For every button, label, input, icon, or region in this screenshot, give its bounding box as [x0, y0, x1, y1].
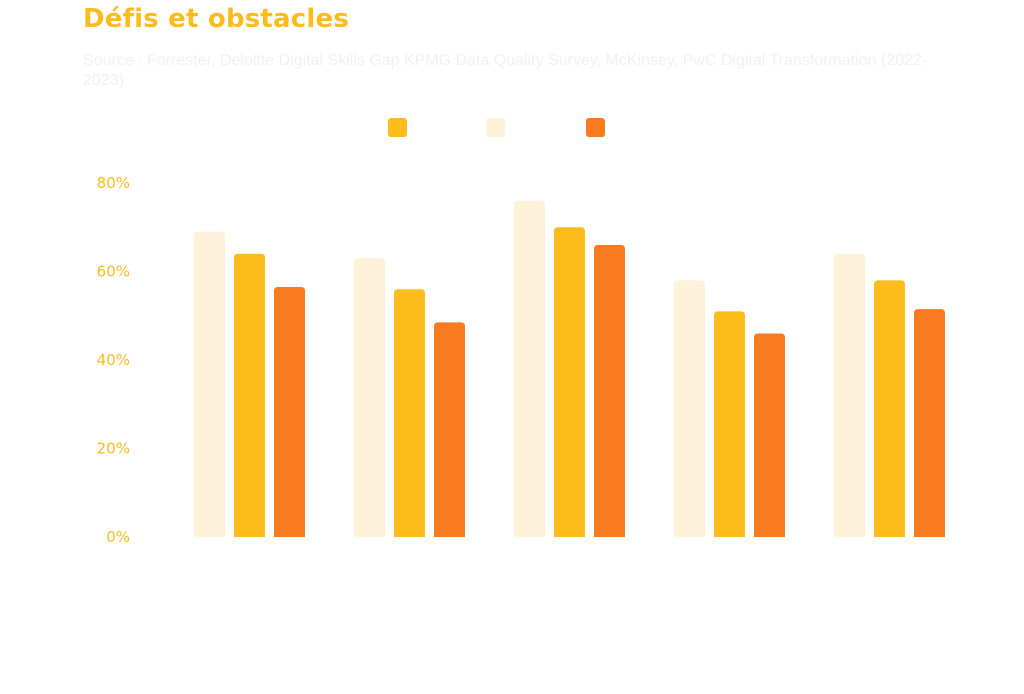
chart-title: Défis et obstacles: [83, 4, 350, 34]
bar-series-1-group-3: [514, 200, 545, 537]
chart-subtitle: Source : Forrester, Deloitte Digital Ski…: [83, 52, 928, 89]
bar-series-2-group-5: [874, 280, 905, 537]
legend-swatch-1[interactable]: [486, 118, 505, 137]
legend-swatch-3[interactable]: [586, 118, 605, 137]
bar-series-3-group-3: [594, 244, 625, 537]
bar-series-1-group-2: [354, 258, 385, 537]
y-tick-label: 0%: [106, 528, 130, 546]
bar-series-2-group-3: [554, 227, 585, 537]
bar-series-1-group-4: [674, 280, 705, 537]
bar-series-3-group-2: [434, 322, 465, 537]
bar-series-1-group-5: [834, 253, 865, 538]
bar-series-3-group-5: [914, 309, 945, 537]
bar-series-2-group-1: [234, 253, 265, 538]
bar-series-3-group-4: [754, 333, 785, 537]
y-tick-label: 80%: [97, 174, 130, 192]
bar-series-2-group-2: [394, 289, 425, 537]
y-tick-label: 40%: [97, 351, 130, 369]
y-tick-label: 60%: [97, 263, 130, 281]
bar-series-3-group-1: [274, 286, 305, 537]
bar-series-2-group-4: [714, 311, 745, 537]
legend-swatch-2[interactable]: [388, 118, 407, 137]
y-tick-label: 20%: [97, 440, 130, 458]
bar-series-1-group-1: [194, 231, 225, 538]
